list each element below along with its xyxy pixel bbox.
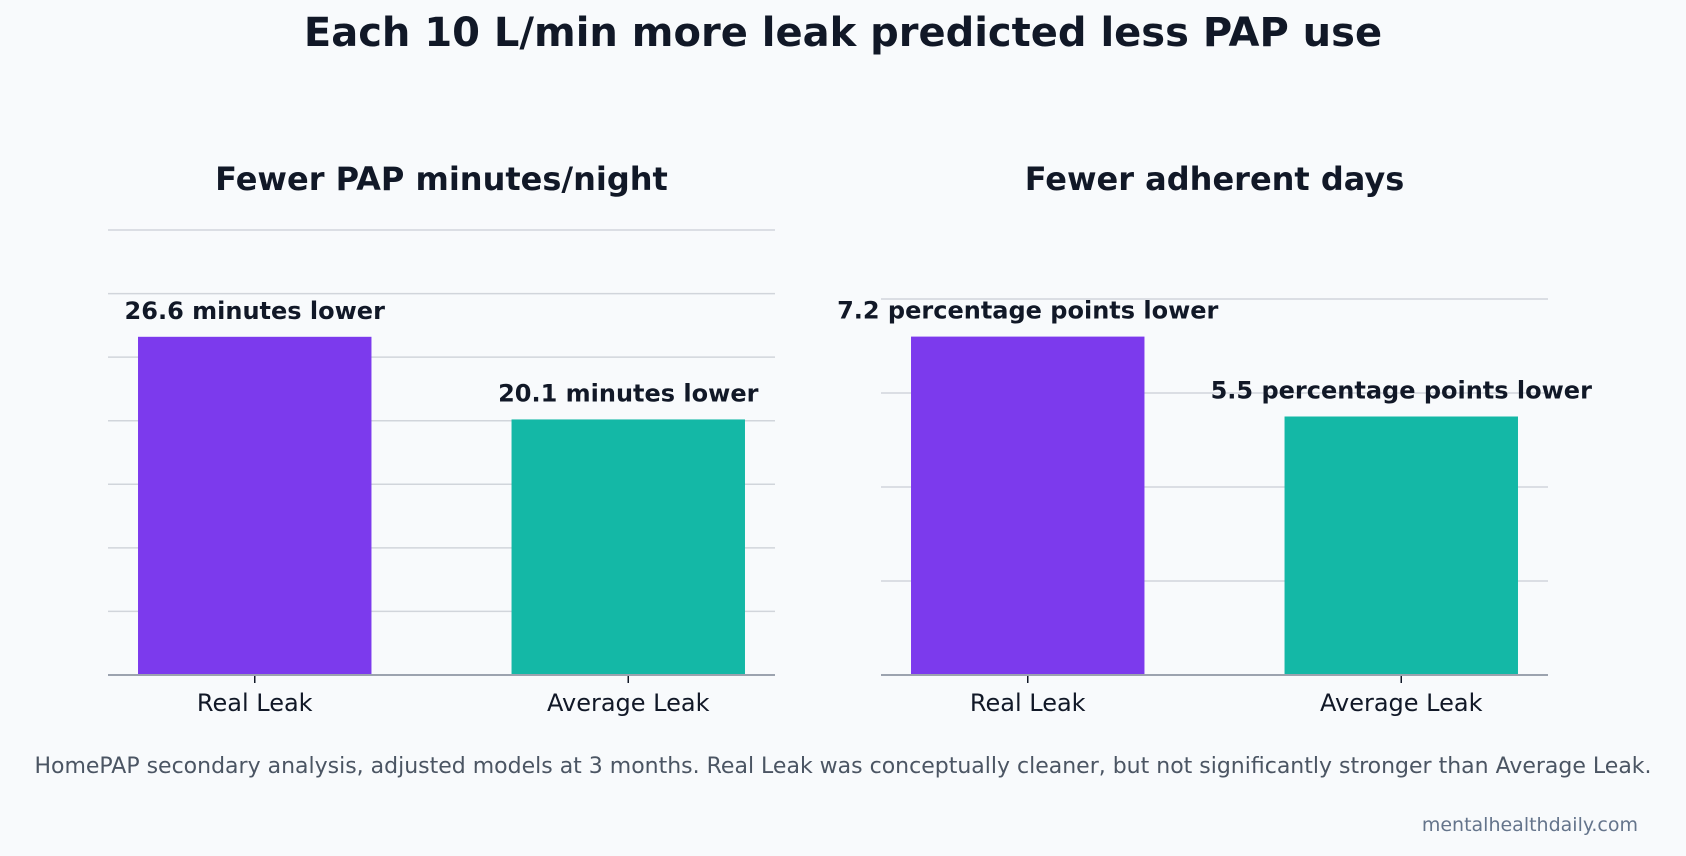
panel-title: Fewer PAP minutes/night [215,160,668,198]
bar-average-leak [1284,416,1518,675]
data-label: 20.1 minutes lower [498,379,759,407]
data-label: 5.5 percentage points lower [1211,377,1592,405]
data-label: 26.6 minutes lower [125,297,386,325]
panel-title: Fewer adherent days [1025,160,1405,198]
bar-real-leak [138,336,372,675]
chart-title: Each 10 L/min more leak predicted less P… [303,10,1383,56]
x-tick-label: Real Leak [970,689,1086,717]
source-credit: mentalhealthdaily.com [1421,814,1638,836]
x-tick-label: Real Leak [197,689,313,717]
bar-average-leak [511,419,745,675]
footnote: HomePAP secondary analysis, adjusted mod… [34,754,1652,779]
data-label: 7.2 percentage points lower [837,297,1218,325]
x-tick-label: Average Leak [547,689,710,717]
x-tick-label: Average Leak [1320,689,1483,717]
bar-real-leak [911,336,1145,675]
